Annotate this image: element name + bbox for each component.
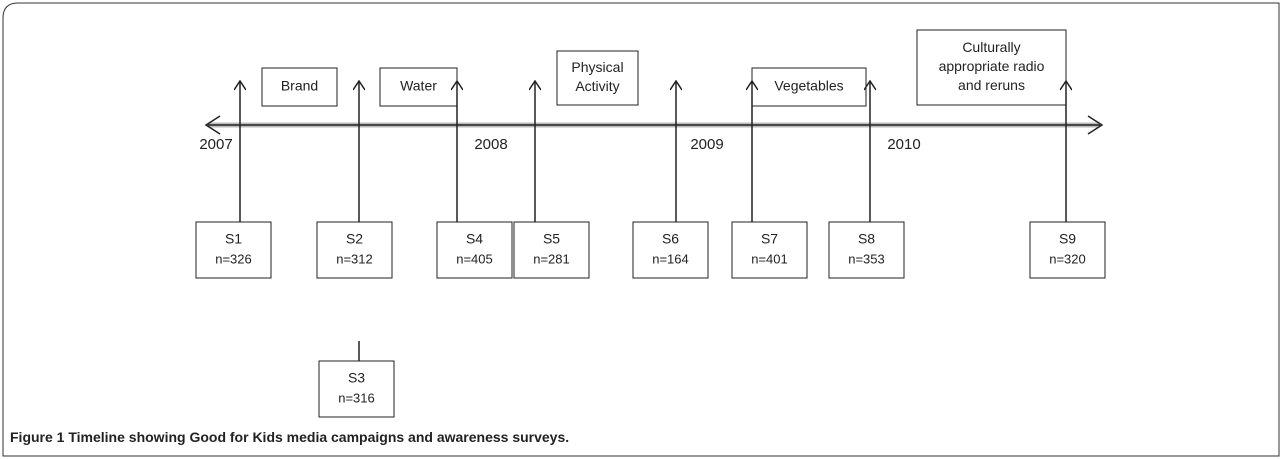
survey-n: n=164 — [652, 251, 689, 266]
campaign-box — [751, 67, 867, 107]
survey-n: n=405 — [456, 251, 493, 266]
survey-id: S8 — [858, 231, 875, 247]
survey-id: S9 — [1059, 231, 1076, 247]
survey-id: S1 — [225, 231, 242, 247]
survey-id: S4 — [466, 231, 483, 247]
year-label: 2008 — [474, 136, 507, 153]
campaign-label: and reruns — [958, 77, 1025, 93]
survey-id: S3 — [348, 370, 365, 386]
survey-id: S2 — [346, 231, 363, 247]
caption: Figure 1 Timeline showing Good for Kids … — [10, 429, 569, 445]
year-label: 2010 — [887, 136, 920, 153]
survey-box — [318, 360, 395, 418]
campaign-label: Activity — [575, 78, 619, 94]
survey-box — [195, 221, 272, 279]
campaign-label: Brand — [281, 78, 318, 94]
year-label: 2007 — [199, 136, 232, 153]
survey-n: n=316 — [338, 390, 375, 405]
campaign-box — [916, 29, 1067, 106]
campaign-label: Physical — [571, 59, 623, 75]
campaign-label: appropriate radio — [939, 58, 1045, 74]
survey-box — [632, 221, 709, 279]
survey-box — [731, 221, 808, 279]
caption-label: Figure 1 — [10, 429, 65, 445]
campaign-label: Water — [400, 78, 437, 94]
caption-text: Timeline showing Good for Kids media cam… — [68, 429, 569, 445]
campaign-box — [379, 67, 458, 107]
survey-box — [436, 221, 513, 279]
survey-box — [1029, 221, 1106, 279]
campaign-box — [261, 67, 338, 107]
survey-n: n=320 — [1049, 251, 1086, 266]
survey-box — [316, 221, 393, 279]
timeline — [204, 115, 1104, 135]
survey-n: n=281 — [533, 251, 570, 266]
survey-box — [513, 221, 590, 279]
survey-n: n=401 — [751, 251, 788, 266]
survey-box — [828, 221, 905, 279]
survey-n: n=353 — [848, 251, 885, 266]
survey-id: S7 — [761, 231, 778, 247]
survey-id: S6 — [662, 231, 679, 247]
survey-id: S5 — [543, 231, 560, 247]
year-label: 2009 — [690, 136, 723, 153]
survey-n: n=326 — [215, 251, 252, 266]
survey-n: n=312 — [336, 251, 373, 266]
campaign-box — [556, 50, 639, 106]
campaign-label: Culturally — [962, 39, 1020, 55]
campaign-label: Vegetables — [774, 78, 843, 94]
